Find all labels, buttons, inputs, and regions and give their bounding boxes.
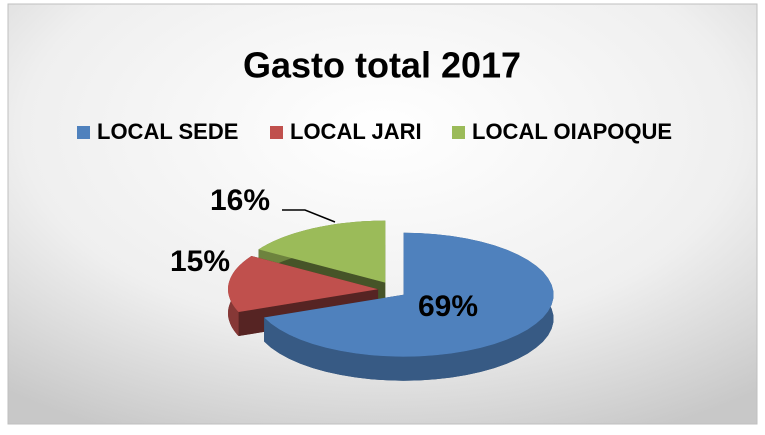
legend-label: LOCAL SEDE [97,119,238,144]
leader-line [282,209,336,223]
slice [228,256,379,312]
legend-swatch [77,126,90,139]
data-label: 15% [170,245,230,278]
legend-swatch [270,126,283,139]
slice [264,232,554,357]
chart-title: Gasto total 2017 [243,45,521,86]
legend-label: LOCAL OIAPOQUE [472,119,672,144]
data-label: 69% [418,290,478,323]
legend-label: LOCAL JARI [290,119,422,144]
legend-swatch [452,126,465,139]
slice [258,220,386,283]
data-label: 16% [210,184,270,217]
